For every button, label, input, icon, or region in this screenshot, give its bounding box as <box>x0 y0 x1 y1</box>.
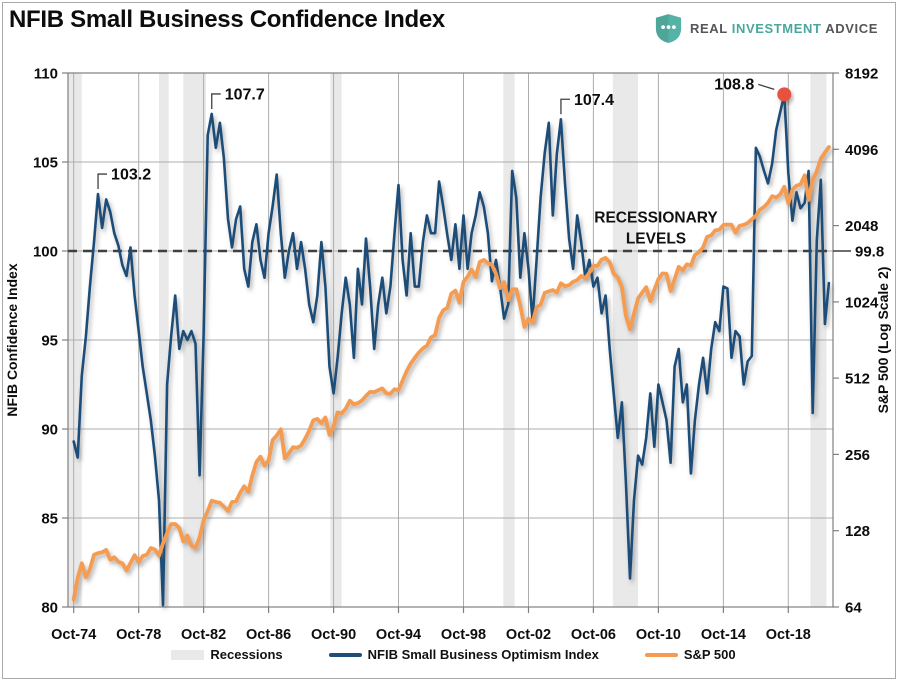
svg-text:Oct-94: Oct-94 <box>376 627 421 643</box>
legend-item-sp500: S&P 500 <box>644 647 736 662</box>
brand-word-advice: ADVICE <box>825 21 878 36</box>
brand-word-investment: INVESTMENT <box>731 21 822 36</box>
svg-text:Oct-18: Oct-18 <box>766 627 811 643</box>
svg-text:108.8: 108.8 <box>714 76 754 93</box>
svg-text:512: 512 <box>845 371 870 388</box>
svg-text:256: 256 <box>845 447 870 464</box>
legend-label-sp500: S&P 500 <box>683 647 736 662</box>
svg-text:Oct-06: Oct-06 <box>571 627 616 643</box>
svg-text:4096: 4096 <box>845 142 878 159</box>
svg-text:1024: 1024 <box>845 294 879 311</box>
legend-item-recessions: Recessions <box>171 647 283 662</box>
page-title: NFIB Small Business Confidence Index <box>9 6 445 33</box>
svg-text:103.2: 103.2 <box>111 167 151 184</box>
svg-text:Oct-78: Oct-78 <box>116 627 161 643</box>
svg-text:Oct-14: Oct-14 <box>701 627 746 643</box>
svg-text:Oct-98: Oct-98 <box>441 627 486 643</box>
svg-text:107.7: 107.7 <box>225 86 265 103</box>
svg-text:RECESSIONARY: RECESSIONARY <box>594 210 718 227</box>
svg-text:8192: 8192 <box>845 66 878 83</box>
svg-text:99.8: 99.8 <box>855 244 884 261</box>
svg-text:Oct-74: Oct-74 <box>51 627 96 643</box>
svg-text:Oct-82: Oct-82 <box>181 627 226 643</box>
svg-text:2048: 2048 <box>845 218 878 235</box>
svg-text:128: 128 <box>845 523 870 540</box>
svg-text:80: 80 <box>41 600 58 617</box>
svg-text:64: 64 <box>845 600 862 617</box>
svg-text:Oct-86: Oct-86 <box>246 627 291 643</box>
shield-logo-icon <box>655 14 682 43</box>
brand-logo: REAL INVESTMENT ADVICE <box>655 13 878 44</box>
svg-text:105: 105 <box>33 155 58 172</box>
brand-name: REAL INVESTMENT ADVICE <box>690 21 878 36</box>
svg-text:Oct-90: Oct-90 <box>311 627 356 643</box>
svg-text:Oct-10: Oct-10 <box>636 627 681 643</box>
svg-text:NFIB Confidence Index: NFIB Confidence Index <box>4 263 20 416</box>
legend-item-nfib: NFIB Small Business Optimism Index <box>328 647 599 662</box>
svg-text:100: 100 <box>33 244 58 261</box>
sp500-line-swatch <box>644 652 678 657</box>
svg-text:Oct-02: Oct-02 <box>506 627 551 643</box>
svg-text:LEVELS: LEVELS <box>626 231 686 248</box>
nfib-line-swatch <box>328 652 362 657</box>
svg-text:S&P 500 (Log Scale 2): S&P 500 (Log Scale 2) <box>875 267 891 414</box>
legend-label-nfib: NFIB Small Business Optimism Index <box>367 647 599 662</box>
svg-text:85: 85 <box>41 511 58 528</box>
legend-label-recessions: Recessions <box>210 647 283 662</box>
brand-word-real: REAL <box>689 21 728 36</box>
svg-text:95: 95 <box>41 333 58 350</box>
chart-legend: Recessions NFIB Small Business Optimism … <box>0 647 907 662</box>
svg-text:110: 110 <box>34 66 58 83</box>
svg-text:90: 90 <box>41 422 58 439</box>
recession-band-swatch <box>171 649 205 660</box>
svg-text:107.4: 107.4 <box>574 92 614 109</box>
